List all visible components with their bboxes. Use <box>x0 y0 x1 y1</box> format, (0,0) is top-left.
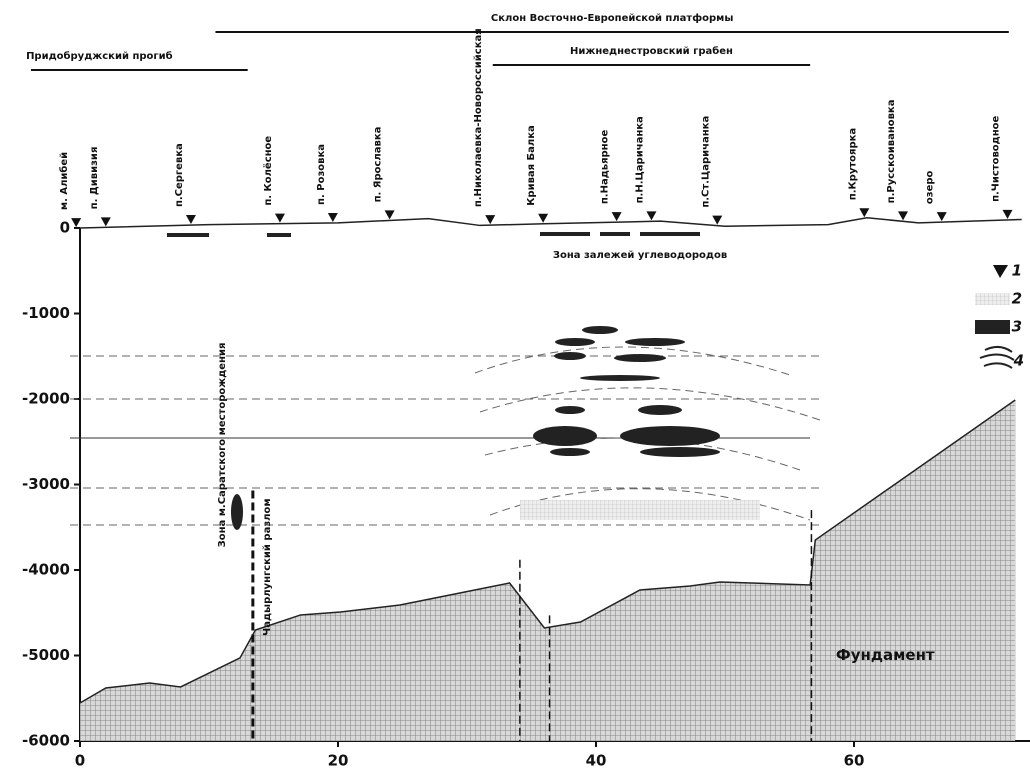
y-tick-label: -2000 <box>22 390 70 408</box>
well-marker <box>101 217 111 226</box>
well-marker <box>275 214 285 223</box>
well-marker <box>646 211 656 220</box>
well-marker <box>538 214 548 223</box>
surface-deposits <box>167 232 700 237</box>
x-tick-label: 40 <box>586 752 607 770</box>
x-tick-label: 0 <box>75 752 85 770</box>
well-label: п. Ярославка <box>373 127 384 203</box>
gas-zone <box>520 500 760 520</box>
well-label: п. Дивизия <box>89 147 100 210</box>
ground-surface <box>80 218 1022 228</box>
well-label: Кривая Балка <box>526 125 537 206</box>
x-tick-label: 20 <box>328 752 349 770</box>
legend-label: 4 <box>1013 352 1024 370</box>
well-marker <box>186 215 196 224</box>
y-tick-label: -6000 <box>22 732 70 750</box>
well-label: п. Колёсное <box>262 136 274 206</box>
well-label: п.Русскоивановка <box>886 100 897 204</box>
lenses <box>231 326 720 530</box>
legend: 1 2 3 4 <box>975 262 1024 370</box>
well-marker <box>859 208 869 217</box>
well-marker <box>1003 210 1013 219</box>
well-marker <box>937 212 947 221</box>
y-tick-label: 0 <box>60 219 70 237</box>
section: 0 -1000 -2000 -3000 -4000 -5000 -6000 0 20 40 60 Фу… <box>22 219 1030 770</box>
zone-label: Зона м.Саратского месторождения <box>217 343 228 548</box>
well-marker <box>485 215 495 224</box>
well-label: озеро <box>925 170 936 204</box>
well-label: п.Ст.Царичанка <box>700 116 711 208</box>
legend-label: 1 <box>1012 262 1022 280</box>
y-tick-label: -4000 <box>22 561 70 579</box>
well-label: п.Николаевка-Новороссийская <box>473 28 484 207</box>
series-label: Фундамент <box>836 646 935 664</box>
well-label: п.Крутоярка <box>847 128 858 200</box>
well-label: п.Н.Царичанка <box>634 116 645 203</box>
y-tick-label: -5000 <box>22 646 70 664</box>
well-label: п. Розовка <box>316 144 327 205</box>
chart: 0 -1000 -2000 -3000 -4000 -5000 -6000 0 20 40 60 Фу… <box>0 0 1030 774</box>
region-label: Нижнеднестровский грабен <box>570 45 733 57</box>
region-label: Придобруджский прогиб <box>26 50 173 62</box>
x-tick-label: 60 <box>844 752 865 770</box>
well-marker <box>898 211 908 220</box>
well-label: п.Чистоводное <box>991 115 1002 201</box>
well-marker <box>71 218 81 227</box>
legend-label: 3 <box>1012 318 1022 336</box>
well-label: п.Сергевка <box>174 143 185 207</box>
well-marker <box>385 210 395 219</box>
well-label: п.Надьярное <box>600 130 611 205</box>
well-marker <box>712 216 722 225</box>
zone-label: Зона залежей углеводородов <box>553 250 727 261</box>
well-marker <box>612 212 622 221</box>
well-marker <box>328 213 338 222</box>
well-label: м. Алибей <box>58 152 70 210</box>
region-label: Склон Восточно-Европейской платформы <box>491 12 734 24</box>
legend-label: 2 <box>1012 290 1022 308</box>
y-tick-label: -1000 <box>22 304 70 322</box>
y-tick-label: -3000 <box>22 475 70 493</box>
fault-label: Чадырлунгский разлом <box>262 498 273 635</box>
